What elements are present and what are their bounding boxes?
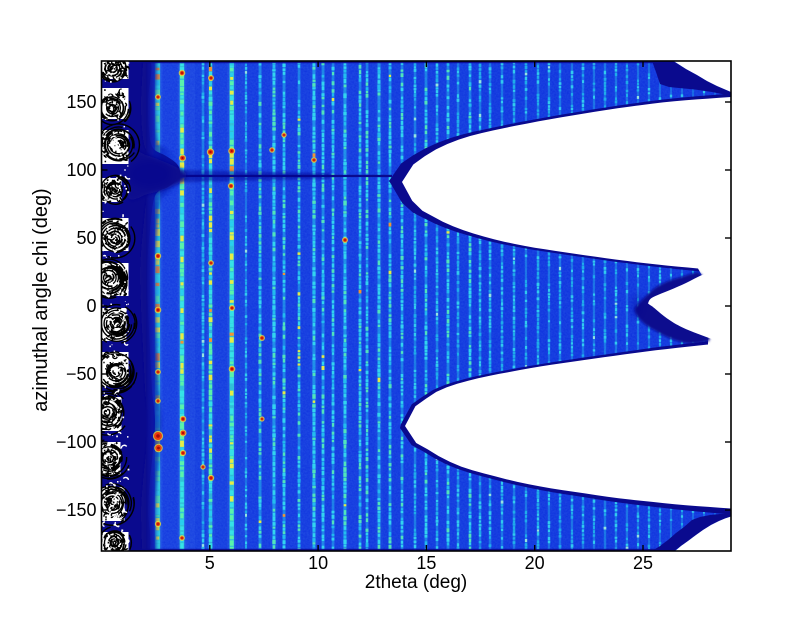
svg-text:150: 150 bbox=[66, 92, 96, 112]
svg-text:azimuthal angle chi (deg): azimuthal angle chi (deg) bbox=[30, 188, 52, 411]
svg-text:0: 0 bbox=[86, 296, 96, 316]
svg-text:5: 5 bbox=[205, 553, 215, 573]
svg-text:−100: −100 bbox=[56, 432, 97, 452]
svg-text:15: 15 bbox=[416, 553, 436, 573]
svg-text:2theta (deg): 2theta (deg) bbox=[365, 572, 467, 593]
svg-text:−150: −150 bbox=[56, 500, 97, 520]
svg-text:50: 50 bbox=[76, 228, 96, 248]
svg-text:10: 10 bbox=[308, 553, 328, 573]
svg-text:25: 25 bbox=[633, 553, 653, 573]
svg-text:−50: −50 bbox=[66, 364, 97, 384]
svg-text:100: 100 bbox=[66, 160, 96, 180]
svg-text:20: 20 bbox=[525, 553, 545, 573]
